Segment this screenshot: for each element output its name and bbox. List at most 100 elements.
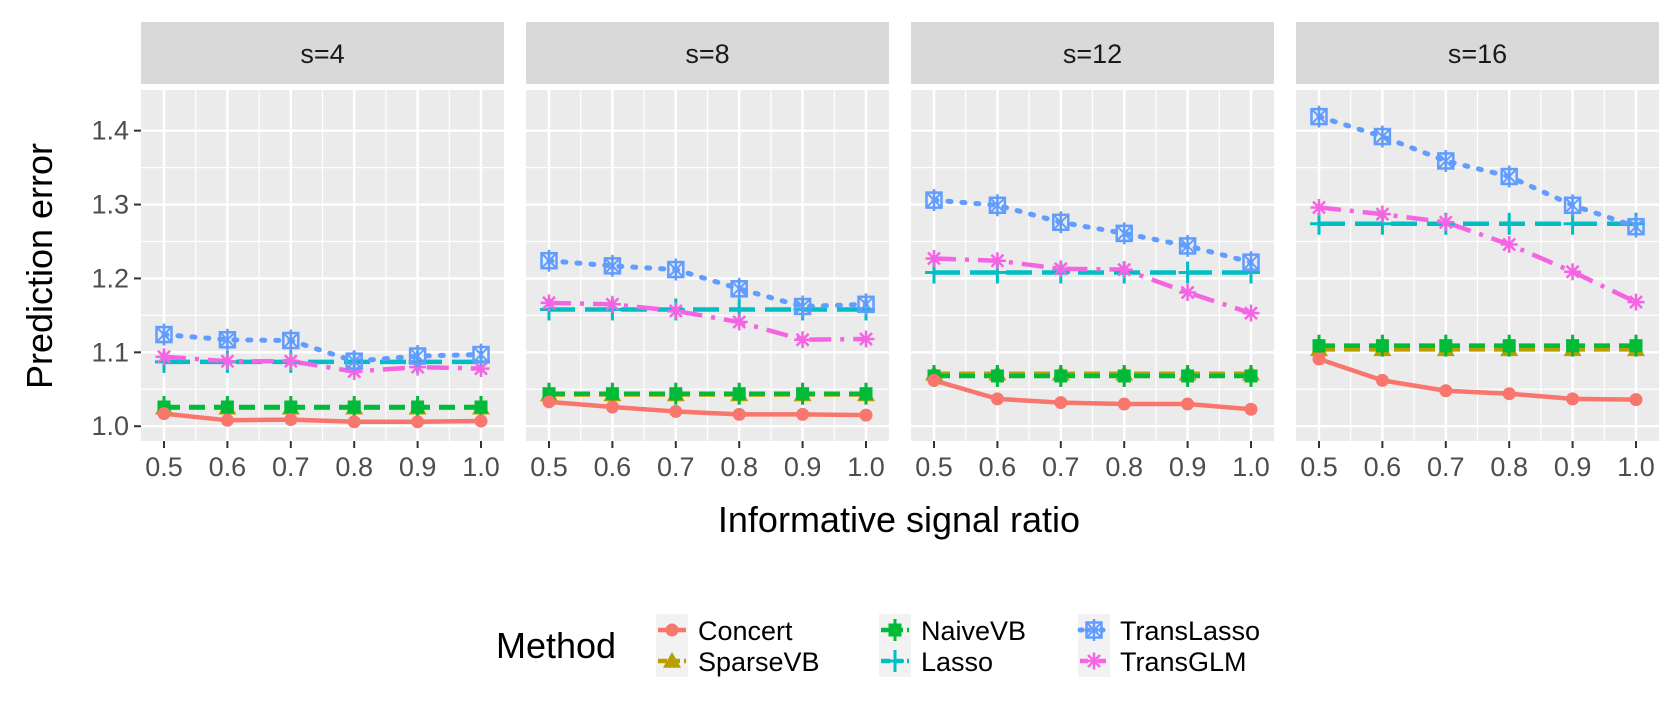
data-point-translasso	[857, 293, 875, 316]
data-point-naivevb	[1181, 364, 1195, 387]
data-point-concert	[1117, 397, 1131, 411]
y-tick-label: 1.0	[91, 411, 129, 441]
legend-label-naivevb: NaiveVB	[921, 616, 1026, 646]
panel-s-16: s=16 0.5 0.6 0.7 0.8 0.9 1.0	[1296, 22, 1659, 482]
x-tick-label: 0.5	[530, 452, 568, 482]
marker-circle	[1244, 402, 1258, 416]
legend-key-lasso	[879, 645, 911, 677]
marker-asterisk-arm	[1087, 654, 1101, 668]
legend-title: Method	[496, 625, 616, 666]
y-tick-label: 1.4	[91, 116, 129, 146]
marker-circle	[1054, 396, 1068, 410]
legend-label-lasso: Lasso	[921, 647, 993, 677]
data-point-naivevb	[1375, 334, 1389, 357]
legend-key-marker	[886, 650, 904, 672]
data-point-lasso	[1500, 212, 1519, 235]
data-point-transglm	[1179, 283, 1197, 301]
legend-key-marker	[663, 652, 681, 668]
data-point-naivevb	[1054, 364, 1068, 387]
y-axis-title: Prediction error	[19, 143, 60, 389]
series-line-transglm	[933, 256, 1252, 316]
panel-s-4: s=4 0.5 0.6 0.7 0.8 0.9 1.0	[141, 22, 504, 482]
data-point-concert	[1312, 352, 1326, 366]
data-point-naivevb	[1566, 334, 1580, 357]
series-line-translasso	[1316, 114, 1639, 230]
series-line-concert	[548, 399, 867, 418]
data-point-transglm	[1564, 263, 1582, 281]
x-tick-label: 0.6	[209, 452, 247, 482]
x-tick-label: 0.8	[1490, 452, 1528, 482]
marker-circle	[1629, 393, 1643, 407]
data-point-naivevb	[411, 396, 425, 419]
data-point-naivevb	[796, 382, 810, 405]
data-point-concert	[411, 415, 425, 429]
data-point-concert	[347, 415, 361, 429]
data-point-transglm	[218, 352, 236, 370]
series-line-concert	[163, 411, 482, 425]
panel-strip	[1296, 22, 1659, 84]
x-tick-label: 0.5	[1300, 452, 1338, 482]
y-tick-label: 1.1	[91, 337, 129, 367]
legend-key-marker	[1085, 652, 1103, 670]
marker-circle	[411, 415, 425, 429]
x-tick-label: 0.7	[272, 452, 310, 482]
data-point-concert	[1502, 387, 1516, 401]
series-line-concert	[1318, 356, 1637, 402]
marker-circle	[669, 404, 683, 418]
series-line-transglm	[548, 300, 867, 343]
legend-key-marker	[1085, 619, 1103, 641]
data-point-concert	[605, 400, 619, 414]
data-point-translasso	[1242, 251, 1260, 274]
data-point-translasso	[730, 277, 748, 300]
panel-strip	[141, 22, 504, 84]
x-tick-label: 0.9	[1169, 452, 1207, 482]
data-point-transglm	[667, 302, 685, 320]
data-point-concert	[220, 413, 234, 427]
data-point-concert	[669, 404, 683, 418]
panel-strip	[911, 22, 1274, 84]
marker-circle	[605, 400, 619, 414]
panel-s-12: s=12 0.5 0.6 0.7 0.8 0.9 1.0	[911, 22, 1274, 482]
marker-asterisk-arm	[1312, 200, 1326, 215]
data-point-translasso	[282, 329, 300, 352]
data-point-naivevb	[1629, 334, 1643, 357]
marker-circle	[1312, 352, 1326, 366]
data-point-concert	[1244, 402, 1258, 416]
data-point-translasso	[1178, 234, 1197, 257]
x-tick-label: 0.5	[145, 452, 183, 482]
data-point-concert	[1181, 397, 1195, 411]
marker-circle	[732, 407, 746, 421]
data-point-translasso	[1563, 194, 1582, 217]
data-point-transglm	[603, 295, 621, 313]
data-point-translasso	[667, 258, 685, 281]
data-point-concert	[542, 395, 556, 409]
data-point-lasso	[1563, 212, 1582, 235]
marker-asterisk-arm	[668, 304, 683, 318]
panel-strip-label: s=8	[685, 39, 729, 69]
data-point-concert	[284, 413, 298, 427]
data-point-naivevb	[1117, 364, 1131, 387]
marker-asterisk-arm	[1565, 264, 1580, 279]
data-point-concert	[859, 408, 873, 422]
data-point-transglm	[1115, 261, 1133, 279]
marker-circle	[1117, 397, 1131, 411]
series-line-translasso	[161, 332, 484, 364]
x-tick-label: 1.0	[847, 452, 885, 482]
data-point-transglm	[540, 294, 558, 312]
data-point-transglm	[988, 252, 1006, 270]
marker-circle	[220, 413, 234, 427]
data-point-transglm	[282, 352, 300, 370]
data-point-concert	[732, 407, 746, 421]
series-line-translasso	[546, 258, 869, 310]
data-point-translasso	[1373, 125, 1392, 148]
x-tick-label: 0.7	[1427, 452, 1465, 482]
data-point-naivevb	[1244, 364, 1258, 387]
marker-asterisk-arm	[927, 251, 941, 266]
marker-asterisk-arm	[795, 332, 810, 347]
marker-circle	[665, 623, 679, 637]
x-tick-label: 1.0	[1232, 452, 1270, 482]
data-point-transglm	[1242, 304, 1260, 322]
legend-label-translasso: TransLasso	[1120, 616, 1260, 646]
data-point-naivevb	[1502, 334, 1516, 357]
